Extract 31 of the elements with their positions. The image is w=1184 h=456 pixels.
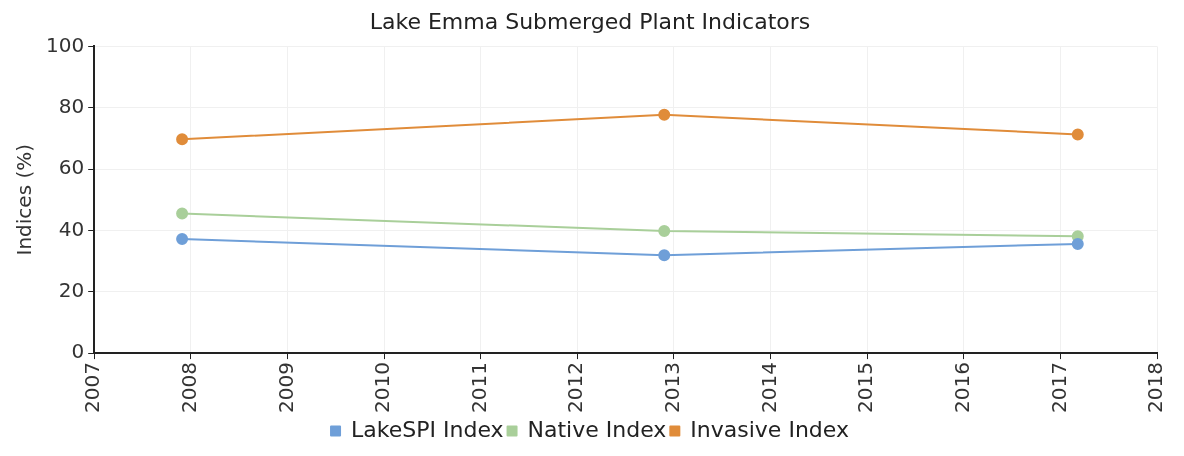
point [658,225,671,238]
y-tick-label: 40 [58,216,85,241]
x-tick-label: 2010 [370,362,395,414]
chart-title: Lake Emma Submerged Plant Indicators [369,8,811,34]
legend-label: Native Index [527,416,667,442]
legend-label: LakeSPI Index [351,416,504,442]
point [176,207,189,220]
x-tick-label: 2017 [1046,362,1071,414]
y-tick-label: 60 [58,155,85,180]
x-tick-label: 2009 [273,362,298,414]
x-tick-label: 2007 [80,362,105,414]
y-tick-label: 0 [71,339,85,364]
point [658,108,671,121]
x-tick-label: 2016 [949,362,974,414]
x-tick-label: 2014 [756,362,781,414]
x-tick-label: 2018 [1143,362,1168,414]
x-tick-label: 2011 [466,362,491,414]
x-tick-label: 2015 [853,362,878,414]
y-axis-title: Indices (%) [12,143,37,256]
x-tick-label: 2012 [563,362,588,414]
legend-label: Invasive Index [690,416,849,442]
point [1071,128,1084,141]
x-tick-label: 2013 [660,362,685,414]
y-tick-label: 20 [58,277,85,302]
point [176,133,189,146]
y-tick-label: 80 [58,93,85,118]
point [1071,237,1084,250]
x-tick-label: 2008 [177,362,201,414]
point [176,233,189,246]
point [658,249,671,262]
y-tick-label: 100 [45,32,85,57]
